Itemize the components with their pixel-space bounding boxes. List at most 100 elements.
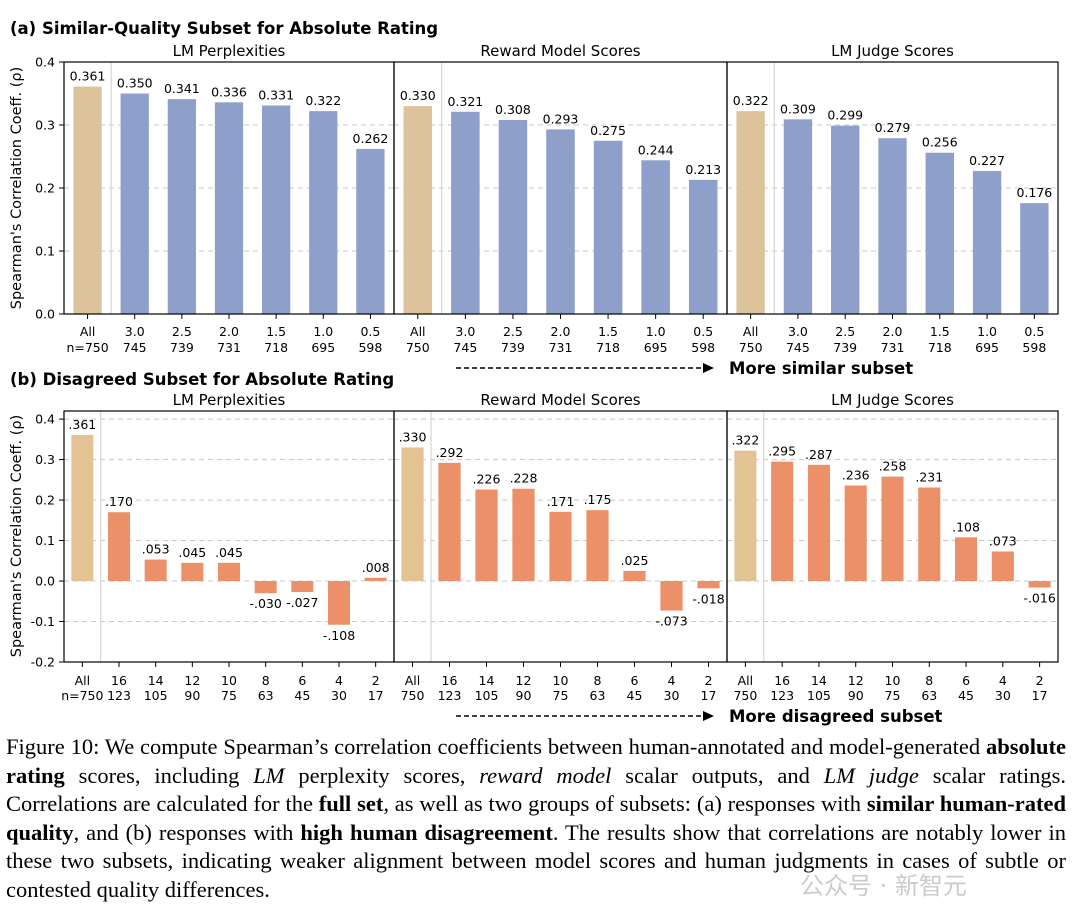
bar <box>549 511 572 582</box>
x-tick-count: 63 <box>258 688 274 703</box>
bar <box>356 148 385 314</box>
bar <box>734 450 757 582</box>
axes-frame <box>726 61 1059 315</box>
data-label: 0.262 <box>353 131 389 146</box>
x-tick-count: 45 <box>627 688 643 703</box>
data-label: .025 <box>621 553 649 568</box>
x-tick-count: 105 <box>144 688 168 703</box>
bar <box>623 570 646 582</box>
bar <box>807 464 830 582</box>
data-label: -.027 <box>286 595 318 610</box>
x-tick-label: All <box>80 324 96 339</box>
y-tick-label: 0.4 <box>35 55 55 70</box>
x-tick-count: 90 <box>848 688 864 703</box>
subplot-title: LM Perplexities <box>173 391 286 409</box>
x-tick-count: 30 <box>331 688 347 703</box>
bar <box>593 140 623 314</box>
data-label: .292 <box>436 445 464 460</box>
x-tick-count: 598 <box>1022 340 1046 355</box>
data-label: -.018 <box>692 591 724 606</box>
bar <box>401 447 424 582</box>
bar <box>641 160 670 314</box>
bar <box>291 581 314 592</box>
x-tick-count: 105 <box>475 688 499 703</box>
data-label: 0.321 <box>447 94 483 109</box>
panel-title: (a) Similar-Quality Subset for Absolute … <box>10 19 438 38</box>
bar <box>697 581 720 589</box>
x-tick-count: 17 <box>368 688 384 703</box>
x-tick-count: 718 <box>928 340 952 355</box>
data-label: .228 <box>510 471 538 486</box>
figure-caption: Figure 10: We compute Spearman’s correla… <box>6 734 1067 902</box>
x-tick-label: 16 <box>111 673 127 688</box>
x-tick-count: 739 <box>833 340 857 355</box>
data-label: 0.293 <box>543 111 579 126</box>
x-tick-count: 745 <box>786 340 810 355</box>
x-tick-count: 45 <box>958 688 974 703</box>
x-tick-label: All <box>410 324 426 339</box>
x-tick-count: 45 <box>294 688 310 703</box>
data-label: 0.256 <box>922 135 958 150</box>
data-label: .171 <box>547 494 575 509</box>
x-tick-count: 17 <box>1032 688 1048 703</box>
x-tick-count: 75 <box>885 688 901 703</box>
data-label: .170 <box>105 494 133 509</box>
bar <box>328 581 350 625</box>
y-tick-label: 0.0 <box>35 307 55 322</box>
x-tick-count: 90 <box>184 688 200 703</box>
x-tick-count: 695 <box>311 340 335 355</box>
bar <box>688 179 718 314</box>
x-tick-count: 739 <box>170 340 194 355</box>
x-tick-label: 1.0 <box>313 324 333 339</box>
bar <box>512 488 535 582</box>
data-label: 0.176 <box>1016 185 1052 200</box>
data-label: 0.341 <box>164 81 200 96</box>
y-tick-label: 0.2 <box>35 181 55 196</box>
y-tick-label: 0.3 <box>35 452 55 467</box>
panel-title: (b) Disagreed Subset for Absolute Rating <box>10 370 394 389</box>
x-tick-label: 8 <box>594 673 602 688</box>
bar <box>783 119 813 314</box>
subplot-title: LM Perplexities <box>173 42 286 60</box>
x-tick-count: 123 <box>438 688 462 703</box>
x-tick-label: 8 <box>262 673 270 688</box>
x-tick-count: 75 <box>221 688 237 703</box>
data-label: .175 <box>584 492 612 507</box>
x-tick-label: 12 <box>184 673 200 688</box>
subplot-title: Reward Model Scores <box>480 42 640 60</box>
y-tick-label: 0.1 <box>35 533 55 548</box>
bar <box>546 129 575 314</box>
x-tick-label: 12 <box>516 673 532 688</box>
bar <box>844 485 867 582</box>
y-tick-label: 0.2 <box>35 493 55 508</box>
x-tick-label: 6 <box>631 673 639 688</box>
x-tick-count: 105 <box>807 688 831 703</box>
bar <box>364 577 387 582</box>
data-label: .236 <box>842 467 870 482</box>
x-tick-label: 6 <box>962 673 970 688</box>
data-label: 0.336 <box>211 84 247 99</box>
x-tick-label: 2.5 <box>172 324 192 339</box>
bar <box>475 489 498 582</box>
x-tick-count: 745 <box>123 340 147 355</box>
x-tick-label: 1.5 <box>598 324 618 339</box>
x-tick-label: All <box>75 673 91 688</box>
x-tick-label: 2 <box>705 673 713 688</box>
x-tick-label: 2.0 <box>883 324 903 339</box>
data-label: .226 <box>473 472 501 487</box>
x-tick-label: 3.0 <box>125 324 145 339</box>
bar <box>218 562 240 582</box>
x-tick-label: 6 <box>298 673 306 688</box>
data-label: .008 <box>362 560 390 575</box>
bar <box>736 111 765 314</box>
x-tick-label: 1.5 <box>930 324 950 339</box>
bar <box>991 551 1014 582</box>
x-tick-count: 90 <box>516 688 532 703</box>
x-tick-label: 1.5 <box>266 324 286 339</box>
bar <box>403 106 433 314</box>
x-tick-label: 10 <box>553 673 569 688</box>
bar <box>831 125 860 314</box>
x-tick-label: 2 <box>1036 673 1044 688</box>
x-tick-label: 10 <box>221 673 237 688</box>
y-tick-label: -0.1 <box>31 614 55 629</box>
